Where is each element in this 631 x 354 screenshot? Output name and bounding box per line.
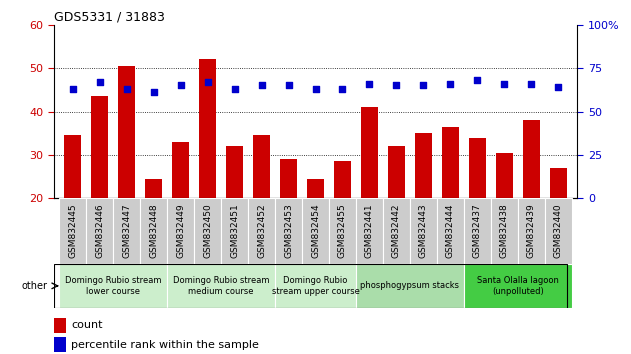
Point (95, 79, 105, 85)
Bar (167, 264, 275, 308)
Point (553, 84, 563, 90)
Bar (415, 133, 432, 198)
Bar (86, 198, 113, 264)
Bar (464, 198, 491, 264)
Bar (59, 264, 167, 308)
Bar (280, 159, 297, 198)
Text: GSM832452: GSM832452 (257, 204, 266, 258)
Point (230, 86, 240, 92)
Bar (167, 198, 194, 264)
Bar (410, 198, 437, 264)
Text: GSM832454: GSM832454 (311, 204, 320, 258)
Bar (302, 198, 329, 264)
Bar (523, 120, 540, 198)
Bar (518, 198, 545, 264)
Point (365, 81, 375, 87)
Bar (145, 179, 162, 198)
Bar (362, 107, 377, 198)
Text: GSM832438: GSM832438 (500, 204, 509, 258)
Bar (545, 198, 572, 264)
Text: count: count (71, 320, 102, 330)
Text: other: other (21, 281, 47, 291)
Bar (275, 264, 356, 308)
Text: GSM832448: GSM832448 (149, 204, 158, 258)
Bar (437, 198, 464, 264)
Bar (248, 198, 275, 264)
Text: GSM832444: GSM832444 (446, 204, 455, 258)
Text: percentile rank within the sample: percentile rank within the sample (71, 339, 259, 350)
Bar (113, 198, 140, 264)
Point (148, 90, 158, 95)
Bar (275, 198, 302, 264)
Bar (54, 337, 66, 352)
Bar (140, 198, 167, 264)
Bar (172, 142, 189, 198)
Text: GSM832440: GSM832440 (554, 204, 563, 258)
Point (391, 82, 401, 88)
Text: GSM832447: GSM832447 (122, 204, 131, 258)
Bar (91, 96, 108, 198)
Bar (356, 264, 464, 308)
Bar (307, 179, 324, 198)
Point (445, 81, 456, 87)
Text: GSM832449: GSM832449 (176, 204, 185, 258)
Text: GSM832450: GSM832450 (203, 204, 212, 258)
Point (256, 82, 266, 88)
Text: GSM832437: GSM832437 (473, 204, 482, 258)
Point (526, 81, 536, 87)
Bar (469, 137, 486, 198)
Bar (329, 198, 356, 264)
Bar (54, 318, 66, 333)
Bar (64, 135, 81, 198)
Bar (194, 198, 221, 264)
Point (473, 78, 483, 83)
Point (203, 79, 213, 85)
Text: GSM832441: GSM832441 (365, 204, 374, 258)
Bar (383, 198, 410, 264)
Text: GSM832439: GSM832439 (527, 204, 536, 258)
Bar (464, 264, 572, 308)
Point (175, 82, 186, 88)
Bar (356, 198, 383, 264)
Point (499, 81, 509, 87)
Bar (199, 59, 216, 198)
Point (122, 86, 132, 92)
Text: Domingo Rubio stream
lower course: Domingo Rubio stream lower course (65, 276, 162, 296)
Bar (442, 127, 459, 198)
Text: Domingo Rubio
stream upper course: Domingo Rubio stream upper course (271, 276, 360, 296)
Point (310, 86, 321, 92)
Bar (254, 135, 269, 198)
Bar (59, 198, 86, 264)
Point (68, 86, 78, 92)
Bar (497, 153, 512, 198)
Text: phosphogypsum stacks: phosphogypsum stacks (360, 281, 459, 290)
Text: GSM832443: GSM832443 (419, 204, 428, 258)
Point (418, 82, 428, 88)
Text: Domingo Rubio stream
medium course: Domingo Rubio stream medium course (173, 276, 269, 296)
Bar (491, 198, 518, 264)
Text: GSM832445: GSM832445 (68, 204, 77, 258)
Text: GSM832453: GSM832453 (284, 204, 293, 258)
Text: GSM832446: GSM832446 (95, 204, 104, 258)
Point (338, 86, 348, 92)
Bar (389, 146, 404, 198)
Text: Santa Olalla lagoon
(unpolluted): Santa Olalla lagoon (unpolluted) (477, 276, 559, 296)
Bar (550, 168, 567, 198)
Text: GSM832455: GSM832455 (338, 204, 347, 258)
Text: GSM832442: GSM832442 (392, 204, 401, 258)
Point (283, 82, 293, 88)
Bar (227, 146, 242, 198)
Bar (119, 66, 134, 198)
Bar (221, 198, 248, 264)
Bar (334, 161, 351, 198)
Text: GDS5331 / 31883: GDS5331 / 31883 (54, 11, 165, 24)
Text: GSM832451: GSM832451 (230, 204, 239, 258)
